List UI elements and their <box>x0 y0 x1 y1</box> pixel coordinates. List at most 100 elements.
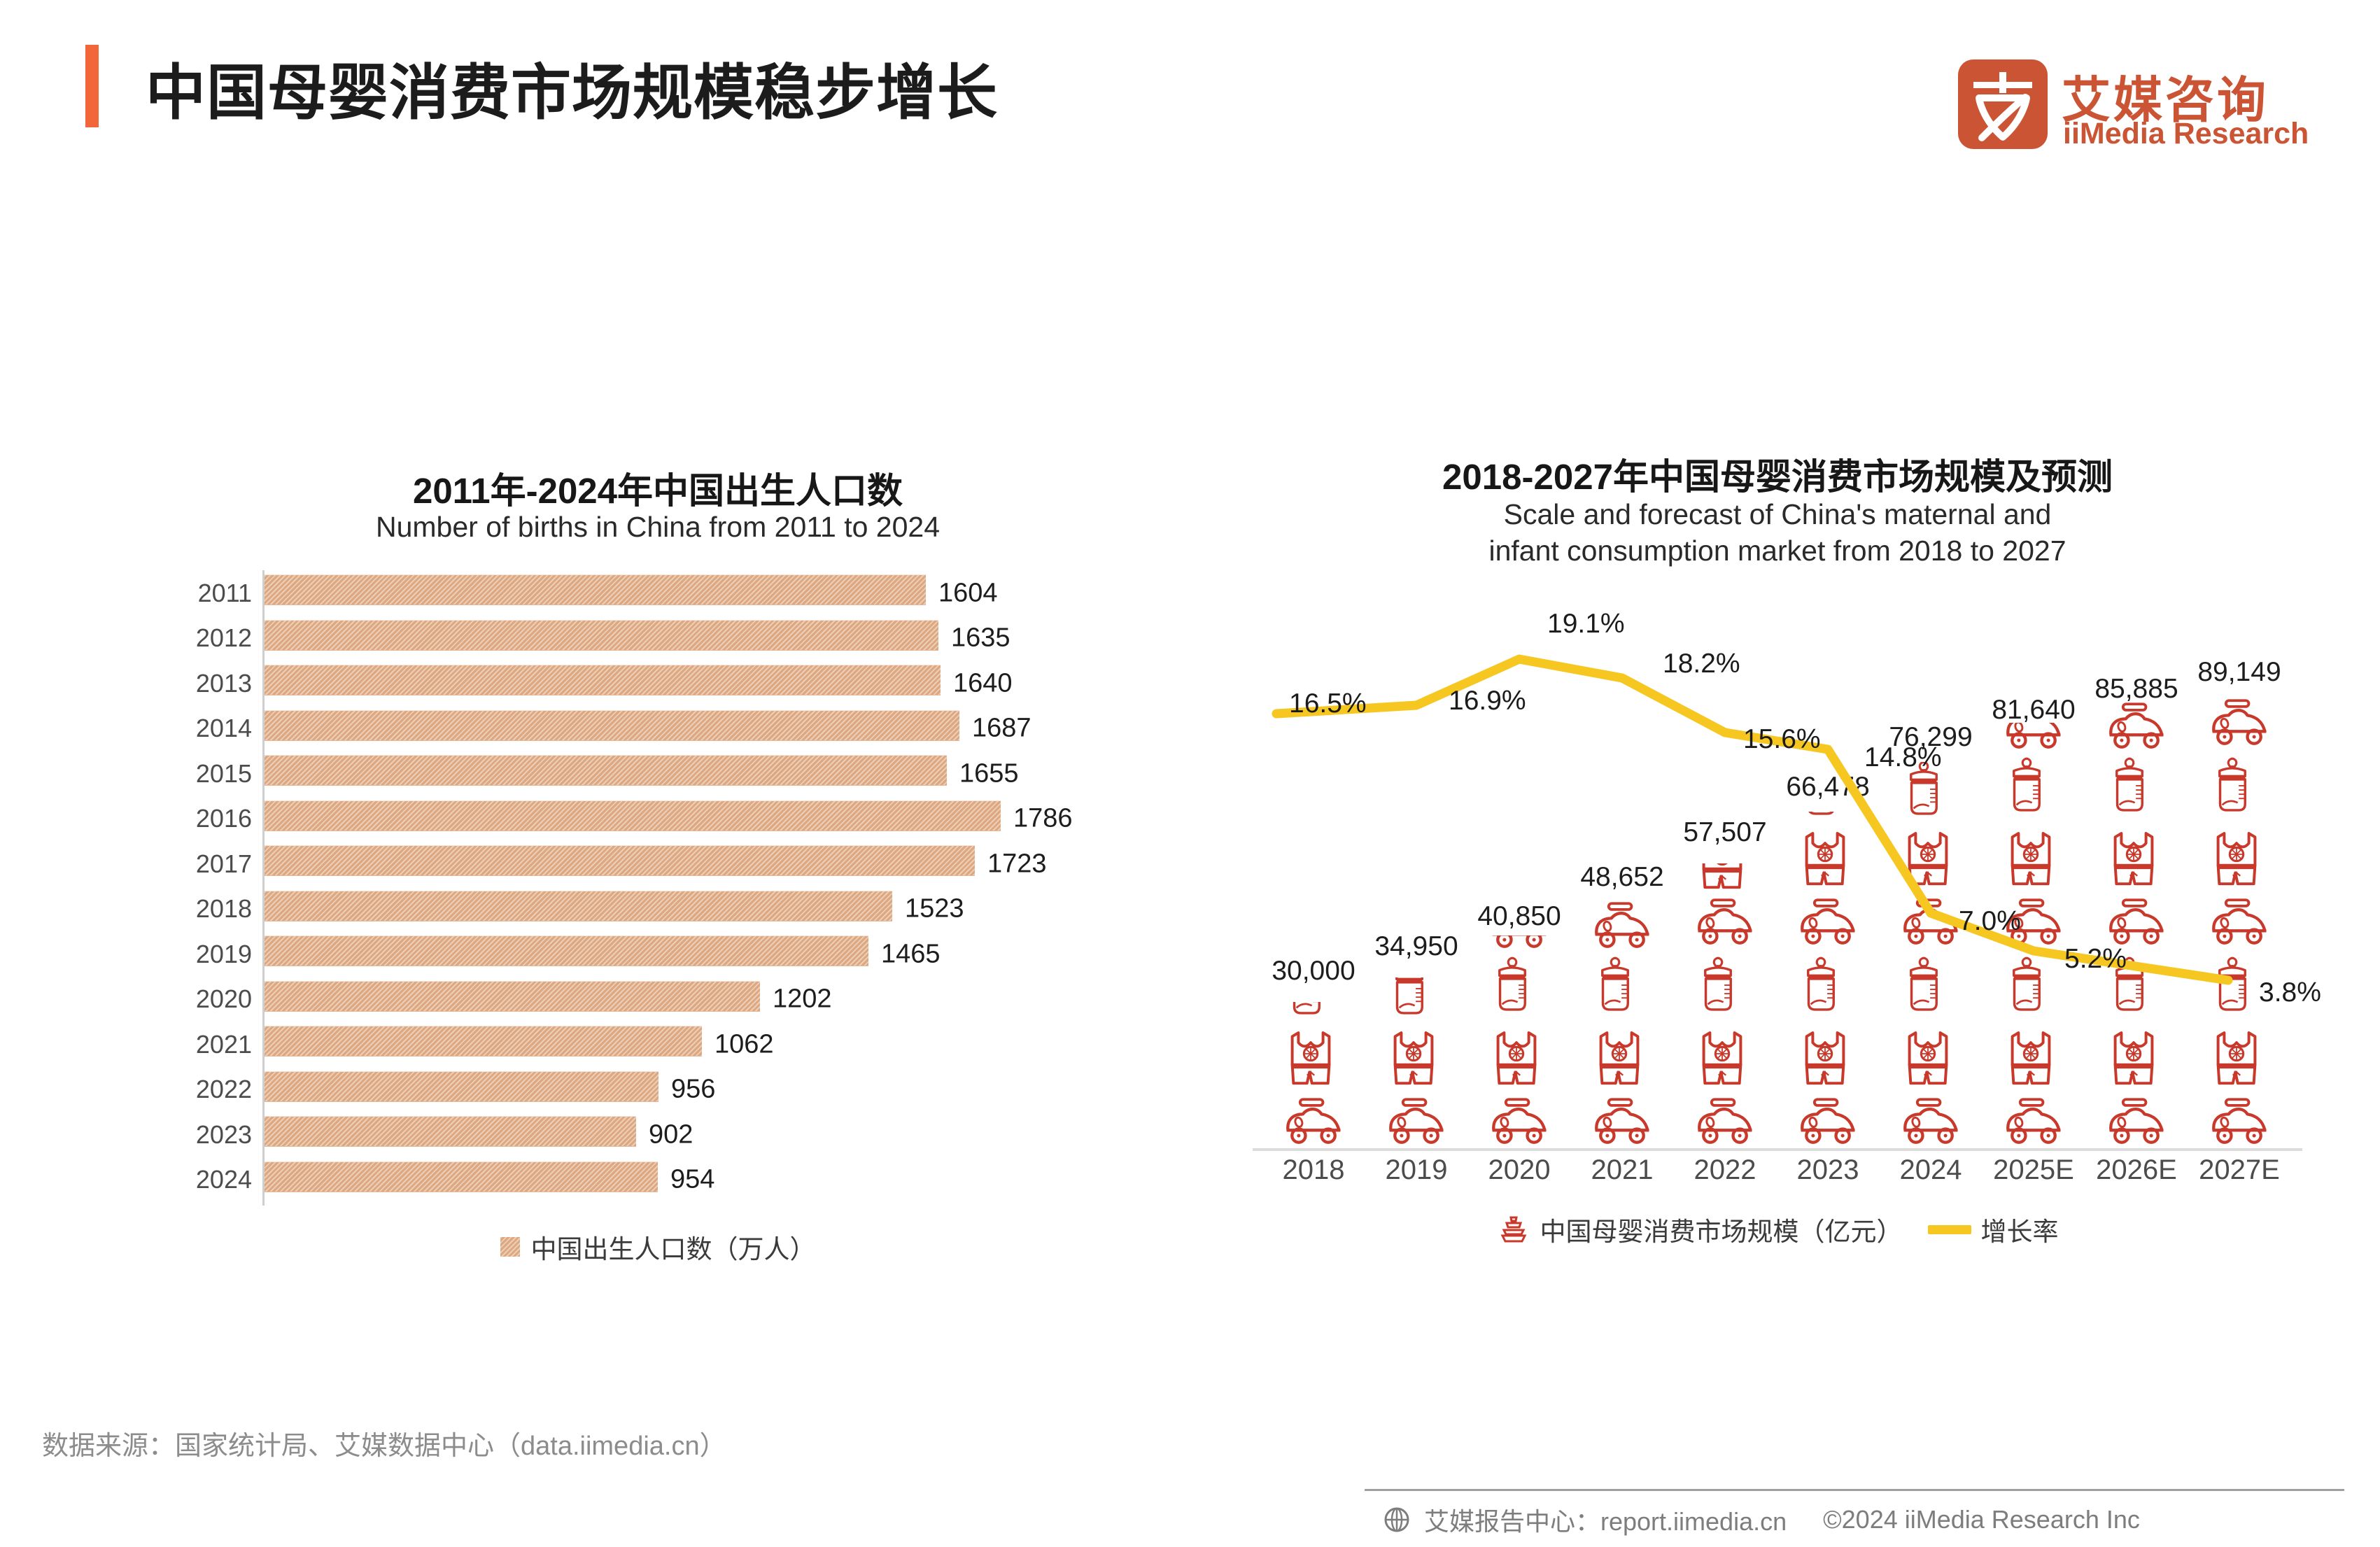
x-axis-label: 2021 <box>1591 1154 1654 1185</box>
romper-icon <box>2206 1025 2273 1096</box>
bar-value-label: 1635 <box>951 623 1011 653</box>
page-header: 中国母婴消费市场规模稳步增长 艾媒咨询 iiMedia Research <box>0 0 2380 175</box>
romper-icon <box>1897 1025 1964 1096</box>
bar-category-label: 2018 <box>195 894 252 923</box>
baby-bottle-icon <box>1897 762 1964 826</box>
romper-icon <box>1486 1025 1553 1096</box>
bar-row: 2020 1202 <box>161 977 1155 1022</box>
toy-car-icon <box>1897 1096 1964 1148</box>
romper-icon <box>1691 1025 1759 1096</box>
bar-value-label: 1523 <box>905 893 964 924</box>
bar-row: 2012 1635 <box>161 616 1155 661</box>
bar-plot-area: 2011 1604 2012 1635 2013 1640 2014 1687 2015 1655… <box>161 570 1155 1207</box>
legend-label-market-size: 中国母婴消费市场规模（亿元） <box>1540 1217 1903 1246</box>
pictogram-column <box>1878 762 1983 1148</box>
bar-value-label: 1062 <box>714 1029 774 1059</box>
toy-car-icon <box>2000 896 2067 949</box>
x-axis-label: 2026E <box>2096 1154 2177 1185</box>
bar-category-label: 2021 <box>195 1029 252 1059</box>
bar <box>265 1116 636 1147</box>
toy-car-icon <box>2206 1096 2273 1148</box>
bar-category-label: 2019 <box>195 939 252 968</box>
bar <box>265 980 760 1012</box>
growth-rate-value-label: 3.8% <box>2259 977 2321 1008</box>
pictogram-chart-legend: 中国母婴消费市场规模（亿元） 增长率 <box>1253 1210 2302 1248</box>
chart-title-cn: 2018-2027年中国母婴消费市场规模及预测 <box>1442 457 2113 497</box>
baby-bottle-icon <box>1383 977 1450 1025</box>
pictogram-column <box>1673 863 1777 1148</box>
bar <box>265 665 941 695</box>
growth-rate-value-label: 14.8% <box>1864 742 1942 772</box>
title-accent-bar <box>85 45 99 127</box>
bar-value-label: 1687 <box>972 713 1031 743</box>
bar-row: 2018 1523 <box>161 886 1155 932</box>
pictogram-column <box>1364 977 1469 1148</box>
baby-bottle-icon <box>1280 1002 1347 1025</box>
bar-value-label: 956 <box>671 1074 716 1104</box>
chart-subtitle-line1: Scale and forecast of China's maternal a… <box>1503 498 2052 530</box>
toy-car-icon <box>2206 896 2273 949</box>
romper-icon <box>1589 1025 1656 1096</box>
bar <box>265 845 975 876</box>
romper-icon <box>1691 863 1759 896</box>
globe-icon <box>1382 1505 1411 1534</box>
footer-meta: 艾媒报告中心：report.iimedia.cn ©2024 iiMedia R… <box>1382 1502 2140 1538</box>
report-center-text: 艾媒报告中心：report.iimedia.cn <box>1424 1507 1787 1536</box>
romper-icon <box>1280 1025 1347 1096</box>
bar-value-label: 1723 <box>987 849 1047 878</box>
toy-car-icon <box>2103 896 2170 949</box>
pictogram-value-label: 48,652 <box>1580 861 1664 892</box>
toy-car-icon <box>1486 935 1553 949</box>
bar-value-label: 954 <box>670 1164 715 1194</box>
bar-value-label: 1604 <box>938 578 998 607</box>
pictogram-column <box>1570 896 1675 1148</box>
growth-rate-value-label: 19.1% <box>1547 609 1625 639</box>
bar-row: 2022 956 <box>161 1067 1155 1112</box>
bar-row: 2021 1062 <box>161 1022 1155 1067</box>
x-axis-labels: 2018 2019 2020 2021 2022 2023 2024 2025E 2026E 20… <box>1253 1154 2302 1196</box>
romper-icon <box>2103 1025 2170 1096</box>
bar <box>265 1026 702 1057</box>
x-axis-label: 2020 <box>1488 1154 1551 1185</box>
legend-swatch-births <box>500 1237 520 1257</box>
pictogram-value-label: 40,850 <box>1477 900 1561 931</box>
bar-category-label: 2024 <box>195 1165 252 1194</box>
bar-category-label: 2023 <box>195 1119 252 1149</box>
legend-label-growth-rate: 增长率 <box>1980 1217 2059 1246</box>
bar-value-label: 1655 <box>959 758 1019 788</box>
toy-car-icon <box>2206 697 2273 749</box>
toy-car-icon <box>1589 1096 1656 1148</box>
chart-title-cn: 2011年-2024年中国出生人口数 <box>412 471 903 511</box>
legend-line-growth-rate <box>1927 1224 1971 1234</box>
pictogram-value-label: 76,299 <box>1889 721 1973 752</box>
logo-text-en: iiMedia Research <box>2063 117 2309 150</box>
baby-bottle-icon <box>1589 949 1656 1025</box>
baby-bottle-icon <box>1897 949 1964 1025</box>
bar-row: 2016 1786 <box>161 796 1155 842</box>
x-axis-label: 2024 <box>1899 1154 1962 1185</box>
logo-text-cn: 艾媒咨询 <box>2062 73 2269 127</box>
pictogram-column <box>1775 812 1880 1148</box>
romper-icon <box>2000 826 2067 896</box>
bar-row: 2023 902 <box>161 1112 1155 1157</box>
romper-icon <box>1897 826 1964 896</box>
bar <box>265 1071 659 1102</box>
bar-value-label: 902 <box>649 1119 693 1149</box>
toy-car-icon <box>1794 1096 1861 1148</box>
bar <box>265 619 938 651</box>
bar <box>265 800 1001 831</box>
x-axis-label: 2022 <box>1694 1154 1756 1185</box>
x-axis-label: 2023 <box>1796 1154 1859 1185</box>
toy-car-icon <box>2000 723 2067 749</box>
bar-value-label: 1465 <box>881 939 941 968</box>
pictogram-column <box>1467 935 1572 1148</box>
pictogram-column <box>2187 697 2292 1148</box>
romper-icon <box>2103 826 2170 896</box>
chart-subtitle-line2: infant consumption market from 2018 to 2… <box>1488 535 2066 567</box>
bar-category-label: 2020 <box>195 984 252 1013</box>
data-source-note: 数据来源：国家统计局、艾媒数据中心（data.iimedia.cn） <box>42 1432 726 1461</box>
bar-category-label: 2012 <box>195 623 252 652</box>
bar-category-label: 2022 <box>195 1075 252 1103</box>
baby-bottle-icon <box>1486 949 1553 1025</box>
